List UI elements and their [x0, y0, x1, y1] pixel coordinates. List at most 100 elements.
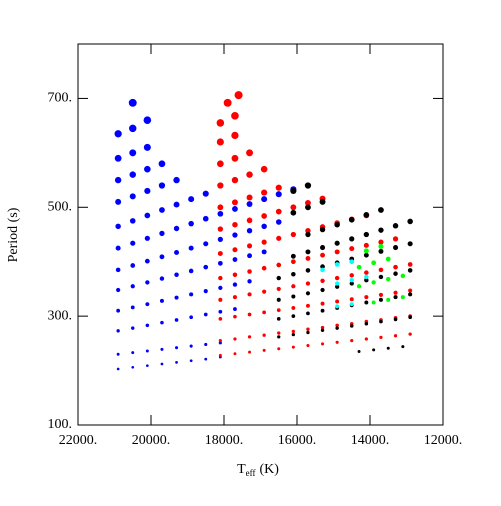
point — [231, 131, 239, 140]
point — [232, 206, 238, 212]
point — [401, 345, 405, 349]
point — [246, 201, 253, 207]
point — [335, 299, 340, 304]
point — [129, 218, 136, 224]
point — [349, 246, 355, 252]
point — [319, 226, 326, 233]
point — [131, 365, 135, 369]
point — [290, 259, 296, 265]
point — [364, 337, 368, 341]
x-tick-label: 20000. — [132, 433, 171, 448]
point — [378, 243, 384, 250]
point — [146, 364, 149, 368]
point — [305, 256, 311, 261]
point — [145, 280, 150, 285]
point — [160, 320, 164, 325]
point — [305, 291, 311, 296]
point — [305, 268, 311, 273]
point — [320, 267, 325, 273]
point — [247, 335, 252, 339]
point — [320, 264, 325, 269]
point — [246, 171, 253, 178]
point — [218, 309, 223, 314]
point — [145, 302, 150, 307]
point — [393, 334, 398, 338]
point — [275, 191, 282, 198]
point — [202, 190, 209, 197]
point — [116, 287, 121, 293]
point — [174, 272, 179, 278]
point — [290, 187, 297, 195]
point — [335, 284, 340, 289]
point — [319, 198, 326, 205]
point — [260, 165, 268, 173]
point — [277, 335, 281, 339]
point — [335, 323, 339, 328]
point — [262, 289, 267, 294]
point — [371, 300, 376, 305]
point — [217, 182, 224, 189]
point — [144, 165, 151, 173]
point — [203, 289, 208, 294]
point — [129, 124, 137, 133]
point — [115, 267, 121, 273]
point — [217, 251, 223, 257]
point — [408, 292, 413, 297]
point — [379, 319, 383, 324]
point — [291, 271, 296, 277]
point — [277, 331, 281, 335]
point — [386, 276, 391, 282]
point — [189, 292, 194, 297]
point — [378, 207, 384, 213]
point — [334, 249, 340, 255]
x-label-main: T — [237, 462, 246, 477]
point — [204, 342, 208, 347]
point — [217, 260, 223, 266]
point — [262, 348, 266, 352]
point — [334, 240, 340, 246]
point — [144, 212, 151, 219]
point — [261, 223, 267, 230]
point — [386, 297, 391, 302]
point — [348, 217, 355, 223]
point — [393, 295, 398, 300]
point — [143, 143, 151, 151]
point — [320, 252, 325, 258]
point — [408, 288, 413, 293]
point — [290, 204, 297, 211]
point — [393, 271, 398, 276]
point — [174, 295, 179, 300]
point — [218, 353, 222, 357]
point — [223, 98, 232, 107]
point — [232, 272, 238, 278]
point — [145, 349, 149, 353]
point — [159, 254, 165, 260]
point — [305, 249, 311, 255]
point — [188, 220, 194, 227]
point — [218, 297, 223, 302]
point — [129, 171, 136, 178]
point — [130, 305, 135, 310]
y-axis-label: Period (s) — [6, 207, 21, 262]
point — [232, 247, 238, 253]
point — [232, 257, 238, 262]
point — [320, 301, 325, 306]
point — [276, 262, 282, 268]
point — [290, 209, 297, 216]
point — [393, 264, 398, 270]
point — [305, 281, 311, 286]
point — [356, 284, 362, 289]
point — [247, 279, 252, 284]
x-tick-label: 12000. — [424, 433, 463, 448]
point — [275, 208, 282, 215]
point — [392, 223, 399, 229]
point — [378, 297, 383, 302]
point — [320, 287, 325, 293]
point — [408, 315, 412, 320]
point — [216, 138, 224, 146]
x-label-unit: (K) — [259, 462, 279, 477]
point — [115, 198, 122, 205]
point — [349, 273, 354, 278]
x-tick-label: 16000. — [278, 433, 317, 448]
